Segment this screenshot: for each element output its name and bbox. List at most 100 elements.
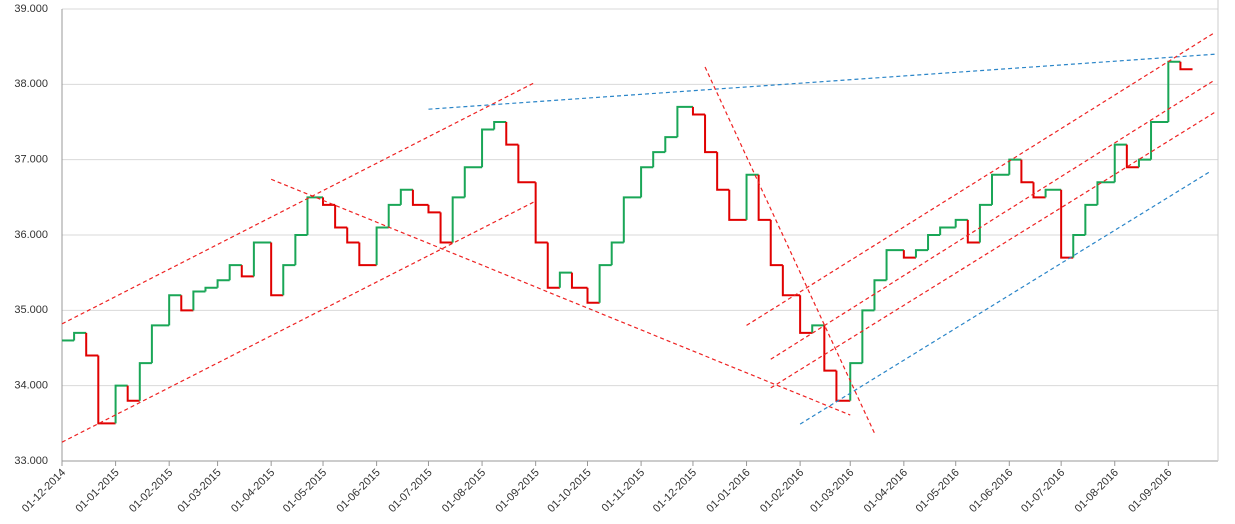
x-tick-label: 01-12-2015 (651, 467, 699, 515)
price-step (849, 362, 863, 401)
price-step (168, 294, 182, 326)
price-step (546, 242, 560, 289)
trendline (770, 111, 1216, 389)
price-step (228, 264, 242, 281)
price-step (180, 295, 194, 312)
price-step (270, 242, 284, 297)
x-tick-label: 01-01-2015 (73, 467, 121, 515)
y-tick-label: 34.000 (14, 380, 48, 392)
price-step (294, 234, 308, 266)
x-tick-label: 01-12-2014 (20, 467, 68, 515)
price-step (427, 204, 441, 214)
price-step (114, 384, 128, 424)
price-step (1113, 143, 1127, 183)
price-step (691, 106, 706, 116)
price-step (192, 290, 206, 311)
y-tick-label: 36.000 (14, 229, 48, 241)
price-step (85, 332, 99, 357)
x-tick-label: 01-02-2015 (127, 467, 175, 515)
price-step (914, 249, 929, 258)
trendline (704, 66, 876, 434)
y-tick-label: 37.000 (14, 154, 48, 166)
x-tick-label: 01-04-2016 (862, 467, 910, 515)
price-step (781, 265, 801, 297)
price-step (517, 144, 536, 184)
price-step (282, 264, 296, 296)
x-tick-label: 01-05-2016 (914, 467, 962, 515)
price-step (586, 287, 600, 304)
y-tick-label: 39.000 (14, 3, 48, 15)
price-step (823, 325, 837, 372)
price-step (126, 385, 140, 402)
price-step (387, 203, 401, 228)
trendline (61, 81, 536, 325)
price-step (73, 331, 87, 341)
price-step (252, 241, 272, 277)
x-tick-label: 01-03-2015 (175, 467, 223, 515)
price-step (939, 226, 956, 235)
price-step (534, 182, 548, 244)
x-tick-label: 01-07-2015 (386, 467, 434, 515)
x-tick-label: 01-10-2015 (545, 467, 593, 515)
price-step (978, 203, 993, 243)
price-step (463, 166, 483, 198)
price-step (1150, 121, 1169, 160)
y-tick-label: 33.000 (14, 455, 48, 467)
trendline (428, 53, 1216, 110)
price-step (439, 212, 453, 244)
x-tick-label: 01-03-2016 (808, 467, 856, 515)
price-step (1179, 61, 1193, 71)
x-tick-label: 01-06-2016 (967, 467, 1015, 515)
price-step (1096, 181, 1115, 205)
price-step (1044, 188, 1062, 198)
x-tick-label: 01-06-2015 (335, 467, 383, 515)
x-tick-label: 01-08-2016 (1073, 467, 1121, 515)
price-step (885, 249, 904, 281)
price-step (334, 204, 348, 229)
price-step (240, 265, 254, 278)
price-step (757, 174, 771, 221)
y-tick-label: 38.000 (14, 78, 48, 90)
price-step (1008, 158, 1022, 175)
price-step (716, 152, 730, 191)
trendline (270, 178, 851, 416)
price-step (598, 264, 612, 303)
price-step (610, 241, 624, 266)
price-step (1020, 159, 1034, 184)
price-step (1060, 189, 1074, 259)
x-tick-label: 01-02-2016 (758, 467, 806, 515)
price-step (1084, 203, 1098, 235)
price-step (204, 286, 218, 292)
price-step (451, 196, 465, 243)
price-step (558, 271, 572, 288)
price-step (991, 173, 1010, 205)
price-step (954, 218, 968, 228)
price-step (1072, 234, 1086, 258)
y-tick-label: 35.000 (14, 304, 48, 316)
trendline (770, 79, 1216, 360)
price-step (622, 196, 642, 243)
price-step (664, 136, 678, 153)
trendline (746, 31, 1216, 326)
price-step (306, 196, 324, 235)
price-step (411, 189, 429, 206)
price-step (835, 370, 851, 402)
price-step (375, 226, 389, 266)
price-step (1032, 182, 1046, 199)
price-step (505, 122, 519, 146)
price-step (652, 151, 666, 168)
price-step (873, 279, 887, 311)
price-step (769, 219, 783, 267)
price-step (704, 114, 718, 154)
price-step (745, 173, 759, 220)
x-tick-label: 01-09-2015 (494, 467, 542, 515)
price-step (1167, 60, 1181, 122)
x-tick-label: 01-09-2016 (1126, 467, 1174, 515)
price-step (640, 166, 654, 198)
price-step (493, 121, 507, 130)
price-step (927, 234, 941, 251)
price-step (322, 197, 336, 206)
price-step (811, 324, 825, 333)
price-step (346, 227, 360, 244)
